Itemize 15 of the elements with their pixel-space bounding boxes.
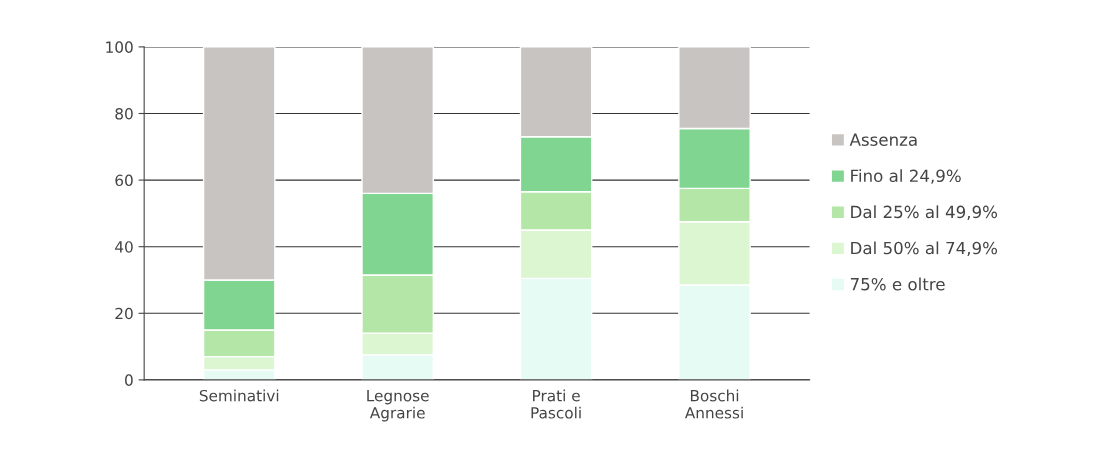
x-tick-label: Seminativi xyxy=(199,389,279,402)
x-tick-label: Legnose Agrarie xyxy=(367,390,429,422)
legend-label: Dal 25% al 49,9% xyxy=(851,205,998,220)
legend-label: Fino al 24,9% xyxy=(851,169,961,184)
y-tick-label: 80 xyxy=(115,107,133,120)
x-tick-label: Boschi Annessi xyxy=(684,389,743,419)
y-tick-label: 20 xyxy=(115,307,133,320)
x-tick-label: Prati e Pascoli xyxy=(531,389,581,419)
y-tick-label: 100 xyxy=(106,41,133,53)
y-tick-label: 40 xyxy=(115,241,133,253)
legend-label: Dal 50% al 74,9% xyxy=(851,241,998,257)
legend-label: Assenza xyxy=(849,133,917,146)
y-tick-label: 0 xyxy=(125,374,133,386)
y-tick-label: 60 xyxy=(115,174,133,187)
legend-label: 75% e oltre xyxy=(850,277,945,291)
